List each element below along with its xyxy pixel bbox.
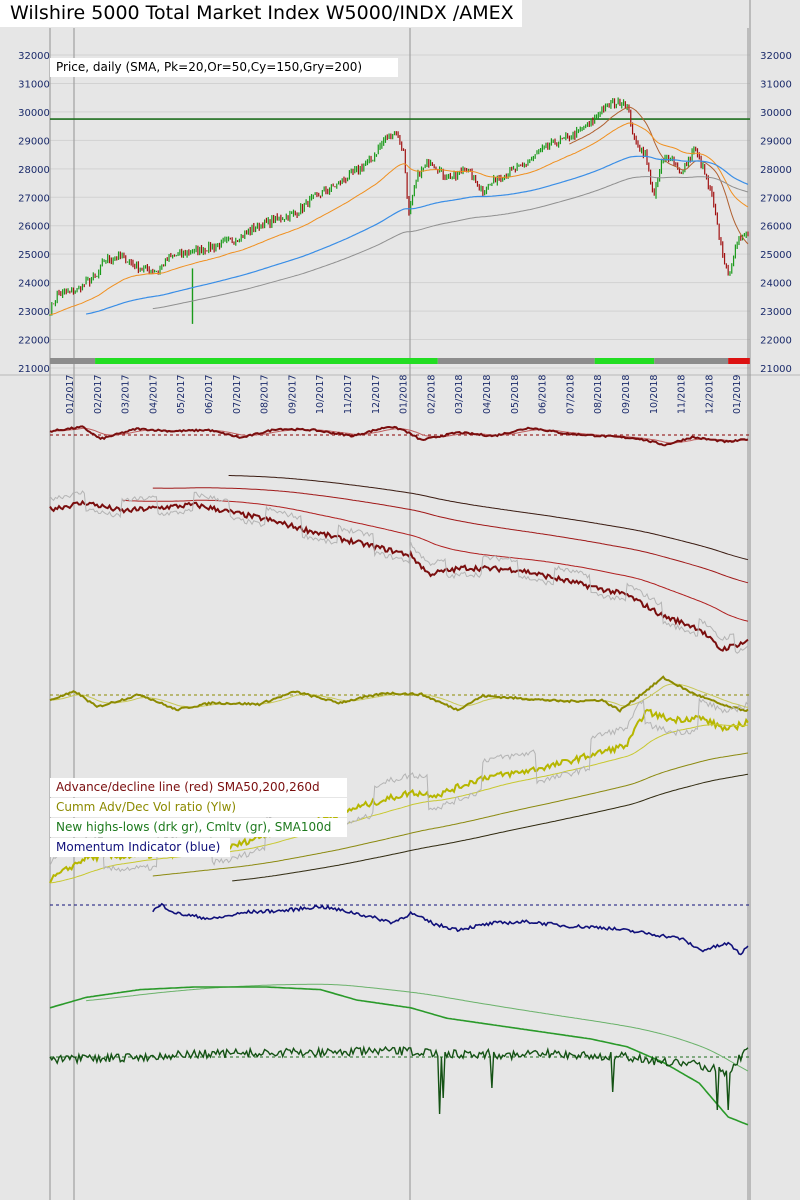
y-tick-label-left: 31000: [18, 79, 50, 90]
y-tick-label-right: 21000: [760, 364, 792, 375]
x-tick-label: 08/2018: [593, 375, 604, 414]
x-tick-label: 04/2017: [148, 375, 159, 414]
x-tick-label: 11/2017: [343, 375, 354, 414]
ad-envelope: [49, 490, 749, 654]
y-tick-label-right: 29000: [760, 136, 792, 147]
sma-150-line: [85, 155, 749, 315]
legend-adv-dec-volume-label: Cumm Adv/Dec Vol ratio (Ylw): [56, 800, 237, 814]
legend-adv-dec-volume: Cumm Adv/Dec Vol ratio (Ylw): [50, 798, 347, 817]
x-tick-label: 02/2017: [93, 375, 104, 414]
x-tick-label: 06/2018: [538, 375, 549, 414]
x-tick-label: 07/2018: [565, 375, 576, 414]
legend-new-highs-lows-label: New highs-lows (drk gr), Cmltv (gr), SMA…: [56, 820, 332, 834]
y-tick-label-right: 22000: [760, 336, 792, 347]
advance-decline-line: [49, 499, 749, 652]
x-tick-label: 12/2018: [704, 375, 715, 414]
vertical-markers: [49, 0, 751, 1200]
x-axis: 01/2017 02/2017 03/2017 04/2017 05/2017 06/20…: [65, 375, 743, 414]
cmltv-sma-100: [86, 983, 749, 1072]
y-tick-label-right: 31000: [760, 79, 792, 90]
legend-advance-decline-label: Advance/decline line (red) SMA50,200,260…: [56, 780, 320, 794]
new-highs-lows-line: [49, 1044, 749, 1115]
y-tick-label-right: 27000: [760, 193, 792, 204]
y-axis-left: 21000 22000 23000 24000 25000 26000 27000 28000…: [18, 51, 50, 375]
x-tick-label: 11/2018: [677, 375, 688, 414]
ad-sma-50: [122, 499, 749, 622]
y-tick-label-left: 32000: [18, 51, 50, 62]
momentum-pane: [50, 902, 750, 956]
y-tick-label-left: 24000: [18, 279, 50, 290]
y-tick-label-left: 26000: [18, 222, 50, 233]
regime-segment: [594, 358, 655, 364]
regime-segment: [654, 358, 729, 364]
y-tick-label-left: 22000: [18, 336, 50, 347]
x-tick-label: 03/2018: [454, 375, 465, 414]
y-tick-label-right: 26000: [760, 222, 792, 233]
sma-50-line: [49, 122, 749, 316]
x-tick-label: 01/2017: [65, 375, 76, 414]
legend-momentum-label: Momentum Indicator (blue): [56, 840, 221, 854]
y-tick-label-left: 30000: [18, 108, 50, 119]
cumulative-vol-sma-50: [49, 724, 749, 884]
cumulative-vol-sma-260: [232, 773, 749, 882]
x-tick-label: 02/2018: [426, 375, 437, 414]
regime-segment: [50, 358, 96, 364]
y-tick-label-right: 24000: [760, 279, 792, 290]
x-tick-label: 06/2017: [204, 375, 215, 414]
y-tick-label-right: 28000: [760, 165, 792, 176]
regime-segment: [95, 358, 438, 364]
y-tick-label-left: 25000: [18, 250, 50, 261]
y-axis-right: 21000 22000 23000 24000 25000 26000 27000 28000…: [760, 51, 792, 375]
ad-sma-260: [228, 475, 749, 561]
x-tick-label: 09/2017: [287, 375, 298, 414]
x-tick-label: 10/2018: [649, 375, 660, 414]
sma-200-line: [152, 176, 749, 310]
x-tick-label: 08/2017: [260, 375, 271, 414]
legend-advance-decline: Advance/decline line (red) SMA50,200,260…: [50, 778, 347, 797]
regime-bar: [50, 358, 750, 364]
x-tick-label: 09/2018: [621, 375, 632, 414]
price-pane: [49, 97, 750, 324]
y-tick-label-right: 25000: [760, 250, 792, 261]
y-tick-label-left: 29000: [18, 136, 50, 147]
advance-decline-pane: [49, 425, 750, 654]
x-tick-label: 01/2019: [732, 375, 743, 414]
cumulative-highs-lows-line: [49, 986, 749, 1126]
sma-20-line: [569, 106, 749, 245]
y-tick-label-right: 30000: [760, 108, 792, 119]
new-highs-lows-pane: [49, 983, 750, 1126]
y-tick-label-left: 23000: [18, 307, 50, 318]
x-tick-label: 03/2017: [121, 375, 132, 414]
y-tick-label-right: 23000: [760, 307, 792, 318]
legend-new-highs-lows: New highs-lows (drk gr), Cmltv (gr), SMA…: [50, 818, 347, 837]
x-tick-label: 05/2018: [510, 375, 521, 414]
regime-segment: [437, 358, 595, 364]
cumulative-vol-sma-200: [152, 752, 749, 877]
legend-momentum: Momentum Indicator (blue): [50, 838, 230, 857]
y-tick-label-left: 28000: [18, 165, 50, 176]
x-tick-label: 04/2018: [482, 375, 493, 414]
cumulative-vol-envelope: [49, 697, 749, 873]
ad-sma-200: [152, 487, 749, 584]
momentum-line: [152, 902, 749, 956]
regime-segment: [728, 358, 750, 364]
chart-title: Wilshire 5000 Total Market Index W5000/I…: [0, 0, 522, 27]
x-tick-label: 12/2017: [371, 375, 382, 414]
price-legend: Price, daily (SMA, Pk=20,Or=50,Cy=150,Gr…: [50, 58, 398, 77]
x-tick-label: 10/2017: [315, 375, 326, 414]
ad-oscillator-line: [49, 425, 749, 447]
grid: [50, 54, 750, 369]
y-tick-label-left: 27000: [18, 193, 50, 204]
y-tick-label-right: 32000: [760, 51, 792, 62]
vol-oscillator-line: [49, 675, 749, 713]
x-tick-label: 01/2018: [399, 375, 410, 414]
y-tick-label-left: 21000: [18, 364, 50, 375]
x-tick-label: 07/2017: [232, 375, 243, 414]
x-tick-label: 05/2017: [176, 375, 187, 414]
